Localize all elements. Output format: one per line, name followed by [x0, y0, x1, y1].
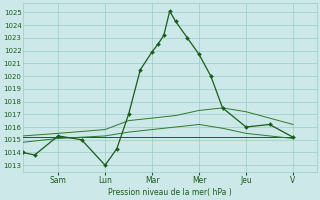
- X-axis label: Pression niveau de la mer( hPa ): Pression niveau de la mer( hPa ): [108, 188, 232, 197]
